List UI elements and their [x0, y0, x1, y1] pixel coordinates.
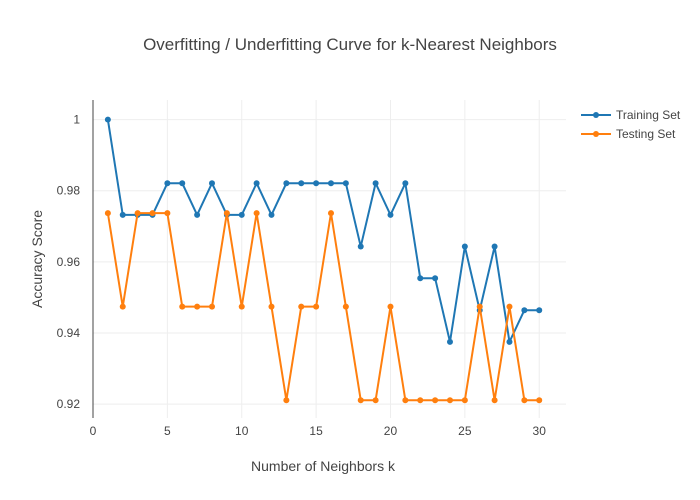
data-point[interactable] [432, 397, 439, 404]
data-point[interactable] [521, 397, 528, 404]
series-training-set [104, 116, 543, 345]
data-point[interactable] [208, 303, 215, 310]
data-point[interactable] [104, 210, 111, 217]
data-point[interactable] [536, 397, 543, 404]
data-point[interactable] [506, 303, 513, 310]
data-point[interactable] [268, 303, 275, 310]
data-point[interactable] [313, 303, 320, 310]
y-tick-label: 0.94 [57, 326, 81, 340]
data-point[interactable] [506, 338, 513, 345]
data-point[interactable] [357, 397, 364, 404]
legend-item-training-set[interactable]: Training Set [581, 108, 681, 122]
x-tick-label: 20 [384, 424, 398, 438]
data-point[interactable] [164, 180, 171, 187]
legend-label: Testing Set [616, 127, 676, 141]
data-point[interactable] [461, 397, 468, 404]
y-axis-title: Accuracy Score [29, 210, 45, 308]
data-point[interactable] [372, 397, 379, 404]
x-tick-label: 15 [309, 424, 323, 438]
data-point[interactable] [387, 211, 394, 218]
y-tick-label: 0.92 [57, 397, 81, 411]
data-point[interactable] [402, 180, 409, 187]
data-point[interactable] [491, 243, 498, 250]
x-tick-label: 5 [164, 424, 171, 438]
data-point[interactable] [342, 303, 349, 310]
data-point[interactable] [179, 303, 186, 310]
data-point[interactable] [238, 303, 245, 310]
data-point[interactable] [417, 397, 424, 404]
data-point[interactable] [119, 303, 126, 310]
data-point[interactable] [238, 211, 245, 218]
data-point[interactable] [372, 180, 379, 187]
y-tick-label: 0.96 [57, 255, 81, 269]
legend-swatch-marker [593, 112, 599, 118]
x-tick-label: 0 [90, 424, 97, 438]
series-testing-set [104, 210, 543, 404]
y-tick-label: 0.98 [57, 184, 81, 198]
legend-swatch-marker [593, 131, 599, 137]
data-point[interactable] [327, 210, 334, 217]
series-layer [104, 116, 543, 404]
data-point[interactable] [313, 180, 320, 187]
data-point[interactable] [134, 210, 141, 217]
legend[interactable]: Training Set Testing Set [581, 108, 681, 141]
data-point[interactable] [104, 116, 111, 123]
data-point[interactable] [283, 397, 290, 404]
gridlines [93, 100, 566, 418]
legend-item-testing-set[interactable]: Testing Set [581, 127, 676, 141]
x-axis-title: Number of Neighbors k [251, 458, 396, 474]
data-point[interactable] [208, 180, 215, 187]
series-line [106, 212, 540, 402]
data-point[interactable] [298, 180, 305, 187]
data-point[interactable] [327, 180, 334, 187]
data-point[interactable] [357, 243, 364, 250]
data-point[interactable] [536, 307, 543, 314]
legend-label: Training Set [616, 108, 681, 122]
data-point[interactable] [119, 211, 126, 218]
chart-title: Overfitting / Underfitting Curve for k-N… [143, 35, 557, 54]
data-point[interactable] [387, 303, 394, 310]
x-tick-label: 25 [458, 424, 472, 438]
data-point[interactable] [476, 303, 483, 310]
data-point[interactable] [417, 275, 424, 282]
data-point[interactable] [164, 210, 171, 217]
data-point[interactable] [283, 180, 290, 187]
data-point[interactable] [253, 180, 260, 187]
data-point[interactable] [432, 275, 439, 282]
data-point[interactable] [342, 180, 349, 187]
data-point[interactable] [194, 211, 201, 218]
data-point[interactable] [402, 397, 409, 404]
data-point[interactable] [194, 303, 201, 310]
data-point[interactable] [446, 397, 453, 404]
data-point[interactable] [491, 397, 498, 404]
series-line [106, 119, 540, 343]
data-point[interactable] [253, 210, 260, 217]
data-point[interactable] [446, 338, 453, 345]
y-tick-label: 1 [73, 113, 80, 127]
data-point[interactable] [268, 211, 275, 218]
data-point[interactable] [461, 243, 468, 250]
x-tick-label: 10 [235, 424, 249, 438]
data-point[interactable] [223, 210, 230, 217]
x-tick-label: 30 [533, 424, 547, 438]
data-point[interactable] [298, 303, 305, 310]
data-point[interactable] [521, 307, 528, 314]
data-point[interactable] [149, 210, 156, 217]
data-point[interactable] [179, 180, 186, 187]
